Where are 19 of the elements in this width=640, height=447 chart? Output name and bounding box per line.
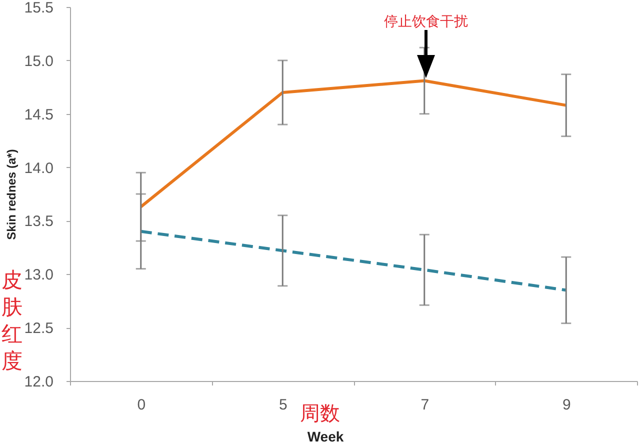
y-axis-title: Skin rednes (a*)	[4, 149, 18, 240]
y-tick-label: 15.5	[24, 0, 54, 16]
text: 周数	[300, 403, 340, 425]
x-tick-label: 0	[137, 396, 146, 414]
line-series	[139, 79, 568, 208]
x-tick-label: 7	[420, 396, 430, 414]
y-tick-label: 15.0	[24, 52, 54, 70]
x-axis-title: Week	[307, 428, 344, 444]
y-tick-label: 12.5	[24, 320, 54, 338]
y-tick-label: 14.5	[24, 106, 54, 124]
text: 皮肤红度	[2, 269, 22, 373]
annotation: 停止饮食干扰	[384, 13, 468, 29]
y-tick-label: 13.0	[24, 266, 54, 284]
y-tick-label: 12.0	[24, 374, 54, 390]
x-tick-label: 5	[278, 396, 288, 414]
y-tick-label: 14.0	[24, 160, 54, 177]
y-tick-label: 13.5	[24, 213, 54, 230]
line-series	[139, 230, 568, 292]
x-tick-label: 9	[562, 396, 571, 414]
